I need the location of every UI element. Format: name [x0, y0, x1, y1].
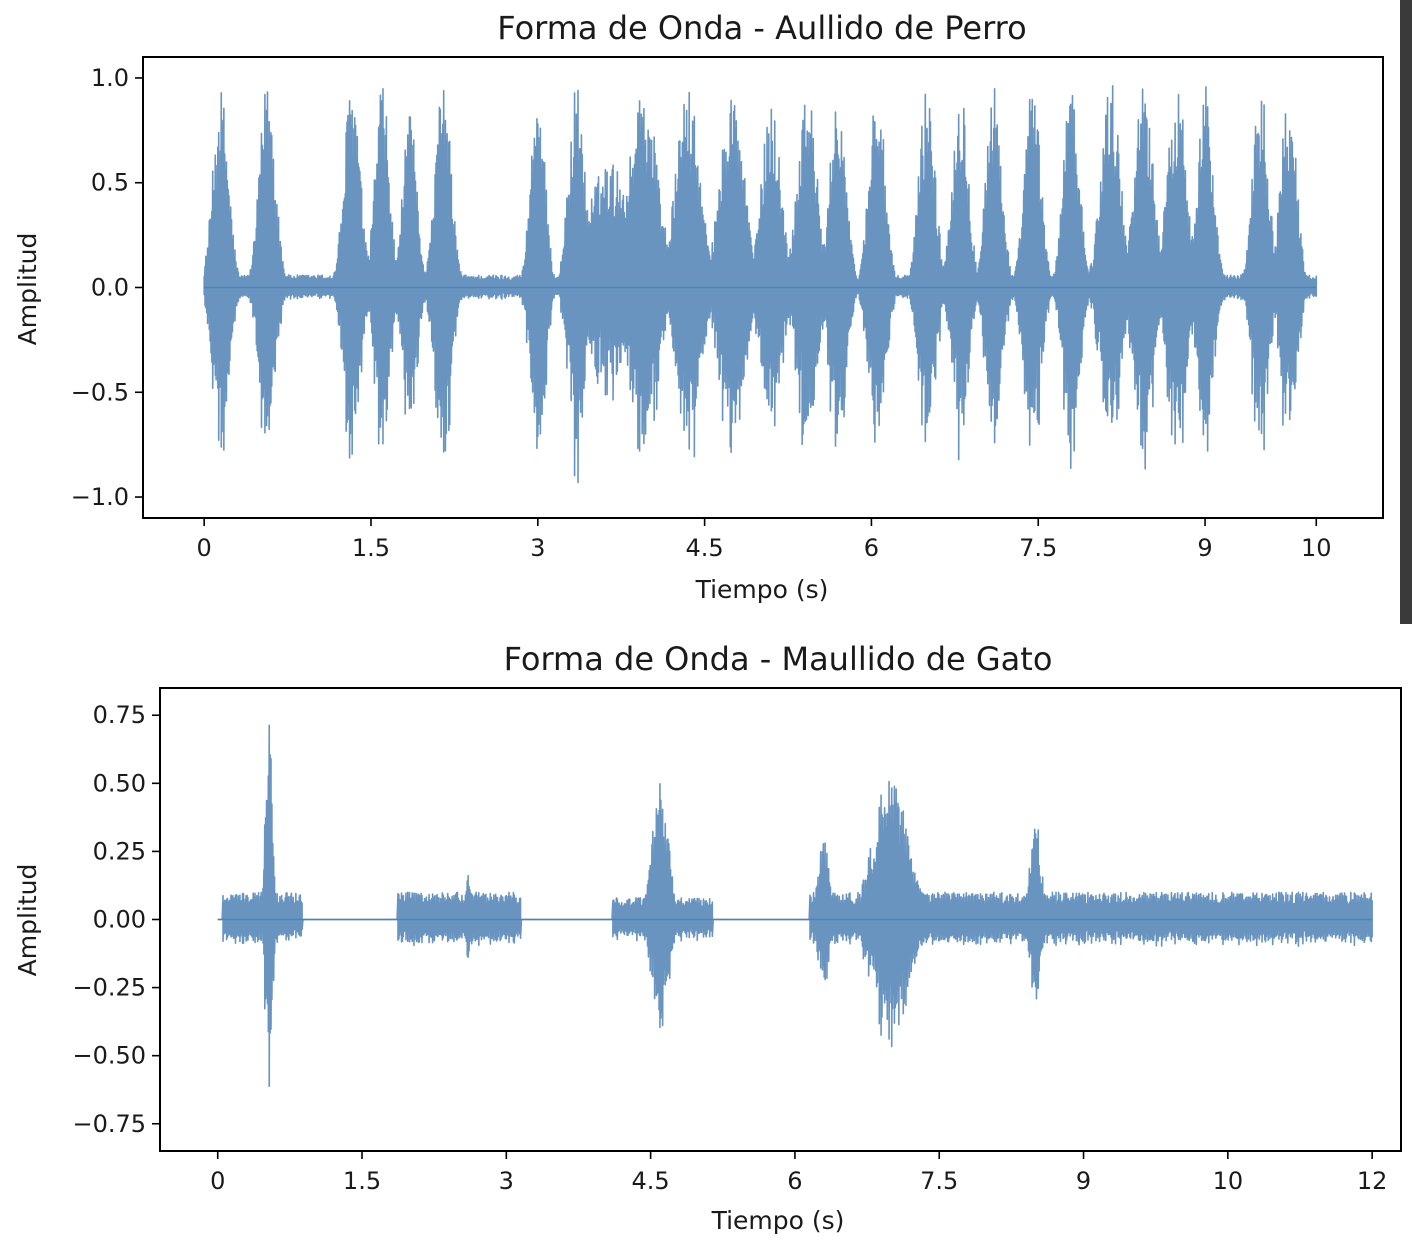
y-tick-label: 0.25 — [93, 837, 146, 865]
x-tick-label: 10 — [1213, 1167, 1244, 1195]
x-tick-label: 0 — [210, 1167, 225, 1195]
x-tick-label: 7.5 — [1019, 534, 1057, 562]
chart-title: Forma de Onda - Maullido de Gato — [504, 640, 1053, 678]
waveform-line — [204, 86, 1316, 483]
y-tick-label: 1.0 — [91, 64, 129, 92]
y-tick-label: 0.00 — [93, 906, 146, 934]
x-tick-label: 1.5 — [352, 534, 390, 562]
x-tick-label: 3 — [530, 534, 545, 562]
x-axis-label: Tiempo (s) — [695, 575, 829, 604]
scrollbar[interactable] — [1400, 0, 1412, 624]
y-tick-label: 0.50 — [93, 769, 146, 797]
y-axis-ticks: 1.0 0.5 0.0 −0.5 −1.0 — [71, 64, 143, 511]
x-tick-label: 6 — [787, 1167, 802, 1195]
x-tick-label: 4.5 — [632, 1167, 670, 1195]
waveform-series — [218, 725, 1372, 1086]
chart-title: Forma de Onda - Aullido de Perro — [497, 9, 1026, 47]
y-tick-label: −1.0 — [71, 483, 129, 511]
y-axis-ticks: 0.75 0.50 0.25 0.00 −0.25 −0.50 −0.75 — [72, 701, 160, 1138]
y-tick-label: −0.75 — [72, 1110, 146, 1138]
x-tick-label: 7.5 — [920, 1167, 958, 1195]
chart-cat-meow: Forma de Onda - Maullido de Gato 0 1.5 3 4.… — [13, 640, 1401, 1235]
waveform-series — [204, 86, 1316, 483]
y-tick-label: −0.50 — [72, 1042, 146, 1070]
x-tick-label: 9 — [1076, 1167, 1091, 1195]
waveform-line — [218, 725, 1372, 1086]
y-tick-label: 0.0 — [91, 274, 129, 302]
x-tick-label: 10 — [1301, 534, 1332, 562]
y-axis-label: Amplitud — [13, 233, 42, 346]
x-tick-label: 6 — [864, 534, 879, 562]
y-axis-label: Amplitud — [13, 864, 42, 977]
y-tick-label: 0.5 — [91, 169, 129, 197]
x-tick-label: 1.5 — [343, 1167, 381, 1195]
x-tick-label: 0 — [197, 534, 212, 562]
x-tick-label: 9 — [1197, 534, 1212, 562]
y-tick-label: −0.25 — [72, 974, 146, 1002]
x-axis-ticks: 0 1.5 3 4.5 6 7.5 9 10 12 — [210, 1151, 1387, 1195]
x-tick-label: 12 — [1357, 1167, 1388, 1195]
y-tick-label: −0.5 — [71, 378, 129, 406]
y-tick-label: 0.75 — [93, 701, 146, 729]
x-axis-ticks: 0 1.5 3 4.5 6 7.5 9 10 — [197, 518, 1332, 562]
x-axis-label: Tiempo (s) — [711, 1206, 845, 1235]
x-tick-label: 3 — [499, 1167, 514, 1195]
x-tick-label: 4.5 — [686, 534, 724, 562]
chart-dog-howl: Forma de Onda - Aullido de Perro 0 1.5 3 4.… — [13, 9, 1383, 604]
